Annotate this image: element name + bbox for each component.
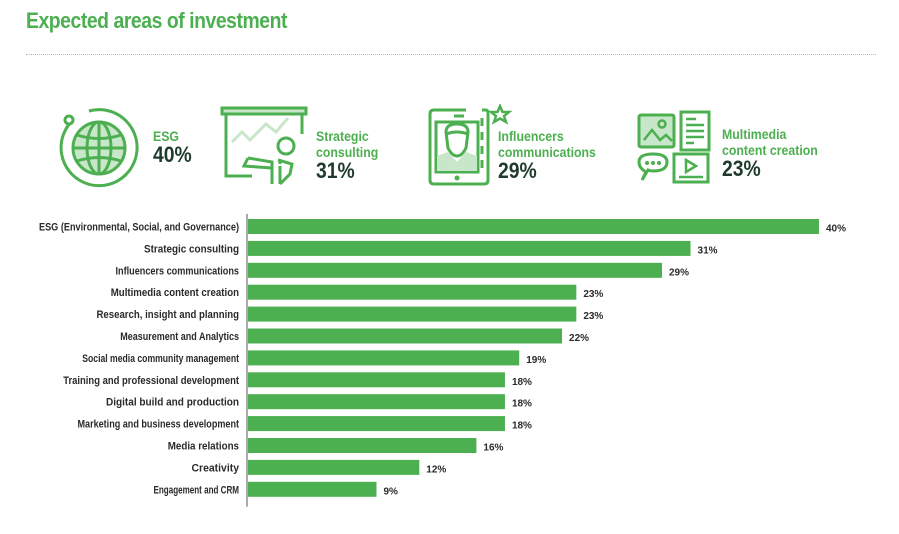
presentation-icon (220, 106, 308, 186)
value-label: 19% (526, 355, 546, 366)
kpi-label: Influencers (498, 128, 564, 144)
value-label: 23% (583, 311, 603, 322)
globe-icon (59, 108, 139, 188)
category-label: Creativity (192, 462, 240, 474)
kpi-label: content creation (722, 142, 818, 158)
bar (248, 394, 505, 410)
value-label: 9% (383, 486, 398, 497)
bar (248, 438, 477, 453)
category-label: Engagement and CRM (154, 484, 240, 496)
bar (248, 306, 577, 322)
category-label: Digital build and production (106, 397, 239, 409)
category-label: Measurement and Analytics (120, 331, 239, 343)
value-label: 12% (426, 464, 446, 475)
value-label: 23% (583, 289, 603, 300)
kpi-multimedia-content-creation: Multimedia content creation 23% (636, 110, 856, 190)
kpi-label: Strategic (316, 128, 369, 144)
category-label: Media relations (168, 441, 239, 453)
multimedia-icon (637, 110, 711, 184)
divider (26, 54, 876, 55)
category-label: Social media community management (82, 353, 239, 365)
bar (248, 481, 377, 497)
bar (248, 262, 662, 278)
kpi-value: 40% (153, 142, 192, 167)
kpi-label: communications (498, 144, 596, 160)
category-label: Research, insight and planning (97, 309, 240, 321)
value-label: 18% (512, 377, 532, 388)
value-label: 40% (826, 224, 846, 235)
category-label: Multimedia content creation (111, 287, 239, 299)
kpi-label: consulting (316, 144, 379, 160)
kpi-strategic-consulting: Strategic consulting 31% (218, 104, 418, 194)
category-label: Influencers communications (116, 265, 240, 277)
kpi-label: ESG (153, 128, 180, 144)
value-label: 18% (512, 421, 532, 432)
bar (248, 459, 420, 475)
value-label: 18% (512, 399, 532, 410)
value-label: 16% (483, 443, 503, 454)
kpi-value: 23% (722, 156, 761, 181)
bar (248, 219, 819, 234)
category-label: ESG (Environmental, Social, and Governan… (39, 222, 239, 234)
tablet-influencer-icon (428, 104, 513, 186)
page-title: Expected areas of investment (26, 8, 287, 33)
bar (248, 350, 520, 366)
kpi-value: 31% (316, 158, 355, 183)
kpi-value: 29% (498, 158, 537, 183)
bar (248, 328, 563, 344)
category-label: Marketing and business development (78, 419, 240, 431)
kpi-esg: ESG 40% (55, 102, 255, 192)
value-label: 22% (569, 333, 589, 344)
category-label: Strategic consulting (144, 243, 239, 255)
bar (248, 284, 577, 300)
bar (248, 416, 505, 432)
bar (248, 240, 691, 256)
bar (248, 372, 505, 388)
kpi-label: Multimedia (722, 126, 787, 142)
value-label: 29% (669, 267, 689, 278)
kpi-influencers-communications: Influencers communications 29% (426, 104, 646, 194)
bar-chart: ESG (Environmental, Social, and Governan… (39, 214, 846, 507)
category-label: Training and professional development (63, 375, 239, 387)
value-label: 31% (698, 245, 718, 256)
